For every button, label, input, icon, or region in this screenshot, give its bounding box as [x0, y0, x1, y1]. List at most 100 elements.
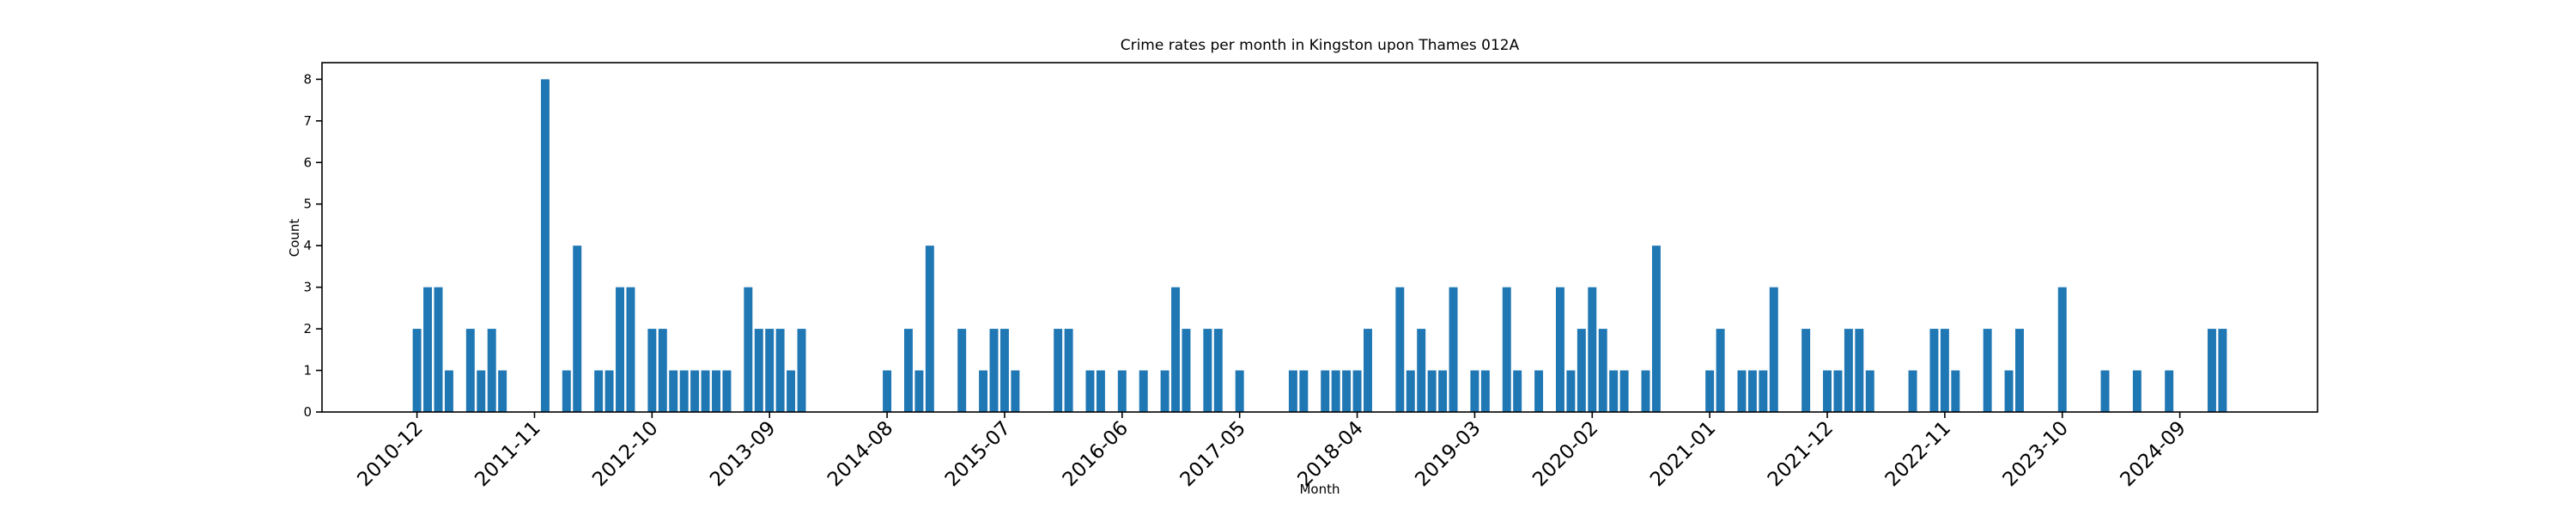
- bar: [1352, 370, 1362, 412]
- bar: [2207, 329, 2216, 412]
- bar: [775, 329, 785, 412]
- bar: [1054, 329, 1063, 412]
- bar: [1235, 370, 1244, 412]
- bar: [2165, 370, 2174, 412]
- bar: [1951, 370, 1960, 412]
- bar: [787, 370, 796, 412]
- bar: [989, 329, 999, 412]
- bar: [1566, 370, 1576, 412]
- bar: [1427, 370, 1437, 412]
- bar: [1908, 370, 1917, 412]
- bar: [744, 287, 753, 412]
- bar: [616, 287, 624, 412]
- bar: [1940, 329, 1949, 412]
- bar: [669, 370, 678, 412]
- bar: [1011, 370, 1020, 412]
- bar: [1171, 287, 1181, 412]
- y-tick-label: 1: [303, 363, 312, 379]
- bar: [2015, 329, 2024, 412]
- bar: [1139, 370, 1148, 412]
- bar: [1801, 329, 1811, 412]
- bar: [1705, 370, 1715, 412]
- bar: [1983, 329, 1992, 412]
- bar: [2100, 370, 2110, 412]
- bar: [754, 329, 763, 412]
- y-tick-label: 3: [303, 280, 312, 295]
- bar: [444, 370, 453, 412]
- bar: [1064, 329, 1073, 412]
- bar: [1833, 370, 1843, 412]
- bar: [925, 245, 934, 412]
- bar: [423, 287, 433, 412]
- y-tick-label: 8: [303, 71, 312, 87]
- bar: [1321, 370, 1330, 412]
- bar: [1844, 329, 1853, 412]
- bar: [903, 329, 913, 412]
- bar: [712, 370, 720, 412]
- bar: [540, 79, 550, 412]
- chart-title: Crime rates per month in Kingston upon T…: [1121, 37, 1520, 54]
- bar: [498, 370, 507, 412]
- y-tick-label: 0: [303, 404, 312, 420]
- bar: [1438, 370, 1448, 412]
- bar: [1288, 370, 1297, 412]
- bar: [1085, 370, 1095, 412]
- y-tick-label: 5: [303, 197, 312, 212]
- bar: [562, 370, 571, 412]
- bar: [1502, 287, 1511, 412]
- bar: [1577, 329, 1586, 412]
- bar: [1513, 370, 1522, 412]
- bar: [1737, 370, 1747, 412]
- y-axis-label: Count: [287, 219, 302, 258]
- bar: [1651, 245, 1661, 412]
- bar: [1534, 370, 1544, 412]
- bar: [412, 329, 422, 412]
- bar: [1865, 370, 1874, 412]
- bar: [647, 329, 657, 412]
- bar: [1117, 370, 1127, 412]
- bar: [487, 329, 496, 412]
- bar: [465, 329, 475, 412]
- bar: [690, 370, 700, 412]
- y-tick-label: 4: [303, 238, 312, 253]
- y-tick-label: 6: [303, 154, 312, 170]
- bar: [914, 370, 924, 412]
- bar: [658, 329, 667, 412]
- bar: [722, 370, 732, 412]
- bar: [1609, 370, 1619, 412]
- bar: [1929, 329, 1939, 412]
- bar: [1417, 329, 1426, 412]
- bar: [2004, 370, 2014, 412]
- bar: [1555, 287, 1564, 412]
- bar: [1406, 370, 1415, 412]
- bar: [573, 245, 582, 412]
- bar: [1342, 370, 1352, 412]
- bar: [1364, 329, 1372, 412]
- bar: [979, 370, 988, 412]
- y-tick-label: 2: [303, 321, 312, 336]
- bar: [1598, 329, 1607, 412]
- bar: [1716, 329, 1725, 412]
- bar: [434, 287, 443, 412]
- x-axis-label: Month: [1299, 482, 1340, 497]
- bar: [1449, 287, 1458, 412]
- bar: [626, 287, 635, 412]
- bar: [1619, 370, 1629, 412]
- bar: [1299, 370, 1309, 412]
- bar: [679, 370, 689, 412]
- bar: [1160, 370, 1170, 412]
- bar: [1203, 329, 1212, 412]
- bar: [797, 329, 806, 412]
- bar: [1747, 370, 1757, 412]
- bar: [1395, 287, 1405, 412]
- bar: [957, 329, 967, 412]
- bar: [1213, 329, 1223, 412]
- bar: [1641, 370, 1650, 412]
- y-tick-label: 7: [303, 113, 312, 129]
- bar: [477, 370, 486, 412]
- bar: [1588, 287, 1597, 412]
- plot-frame: [321, 62, 2318, 413]
- bar: [1182, 329, 1191, 412]
- bar: [1759, 370, 1768, 412]
